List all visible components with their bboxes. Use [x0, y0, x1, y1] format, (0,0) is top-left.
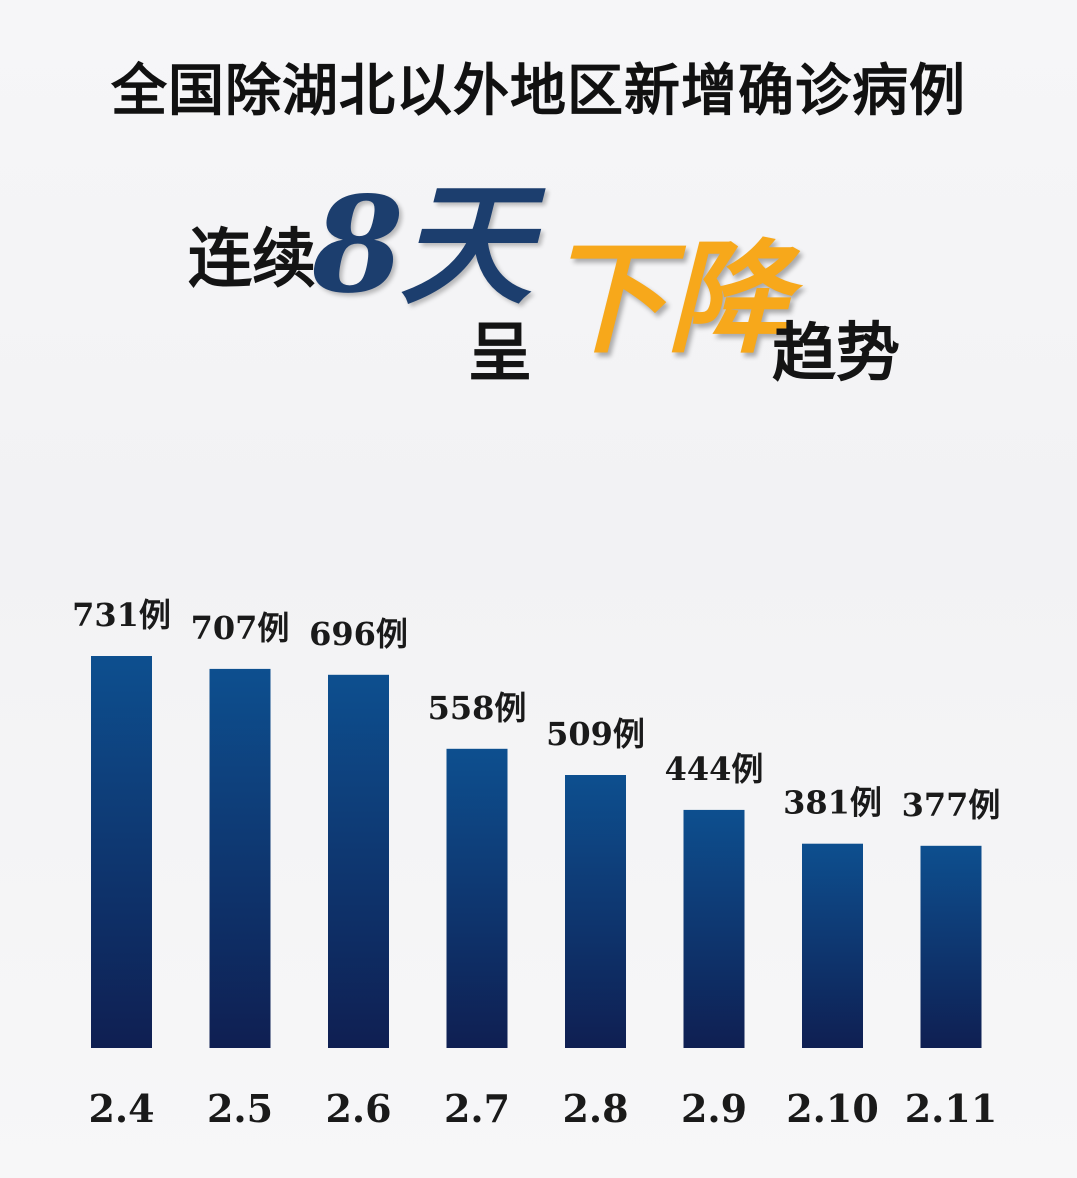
x-tick-2.6: 2.6 — [325, 1086, 391, 1131]
x-tick-2.9: 2.9 — [681, 1086, 747, 1131]
bar-2.6 — [328, 674, 389, 1048]
bar-2.4 — [91, 656, 152, 1048]
data-label-2.5: 707例 — [191, 609, 290, 647]
headline-show: 呈 — [468, 317, 532, 391]
bar-2.5 — [209, 668, 271, 1048]
data-label-2.9: 444例 — [665, 750, 764, 788]
x-tick-2.8: 2.8 — [562, 1086, 628, 1131]
data-label-2.8: 509例 — [546, 715, 645, 753]
headline-trend: 趋势 — [772, 317, 900, 391]
data-label-2.4: 731例 — [72, 596, 171, 634]
bar-2.9 — [683, 809, 745, 1048]
x-tick-2.7: 2.7 — [444, 1086, 510, 1131]
bar-2.7 — [446, 748, 508, 1048]
data-label-2.7: 558例 — [428, 689, 527, 727]
bars — [91, 656, 982, 1048]
bar-2.11 — [920, 845, 982, 1048]
data-label-2.10: 381例 — [783, 784, 882, 822]
headline-decline: 下降 — [545, 228, 789, 370]
headline-consecutive: 连续 — [188, 223, 316, 297]
headline-days: 8天 — [312, 168, 532, 323]
x-tick-2.11: 2.11 — [905, 1086, 998, 1131]
data-label-2.6: 696例 — [309, 615, 408, 653]
bar-2.8 — [565, 775, 626, 1048]
x-tick-2.10: 2.10 — [786, 1086, 879, 1131]
data-label-2.11: 377例 — [902, 786, 1001, 824]
bar-2.10 — [802, 843, 863, 1048]
data-labels: 731例 707例 696例 558例 509例 444例 381例 377例 — [72, 596, 1000, 824]
x-tick-2.4: 2.4 — [88, 1086, 154, 1131]
x-tick-2.5: 2.5 — [207, 1086, 273, 1131]
chart-title: 全国除湖北以外地区新增确诊病例 — [111, 59, 966, 124]
x-axis-tick-labels: 2.4 2.5 2.6 2.7 2.8 2.9 2.10 2.11 — [88, 1086, 997, 1131]
